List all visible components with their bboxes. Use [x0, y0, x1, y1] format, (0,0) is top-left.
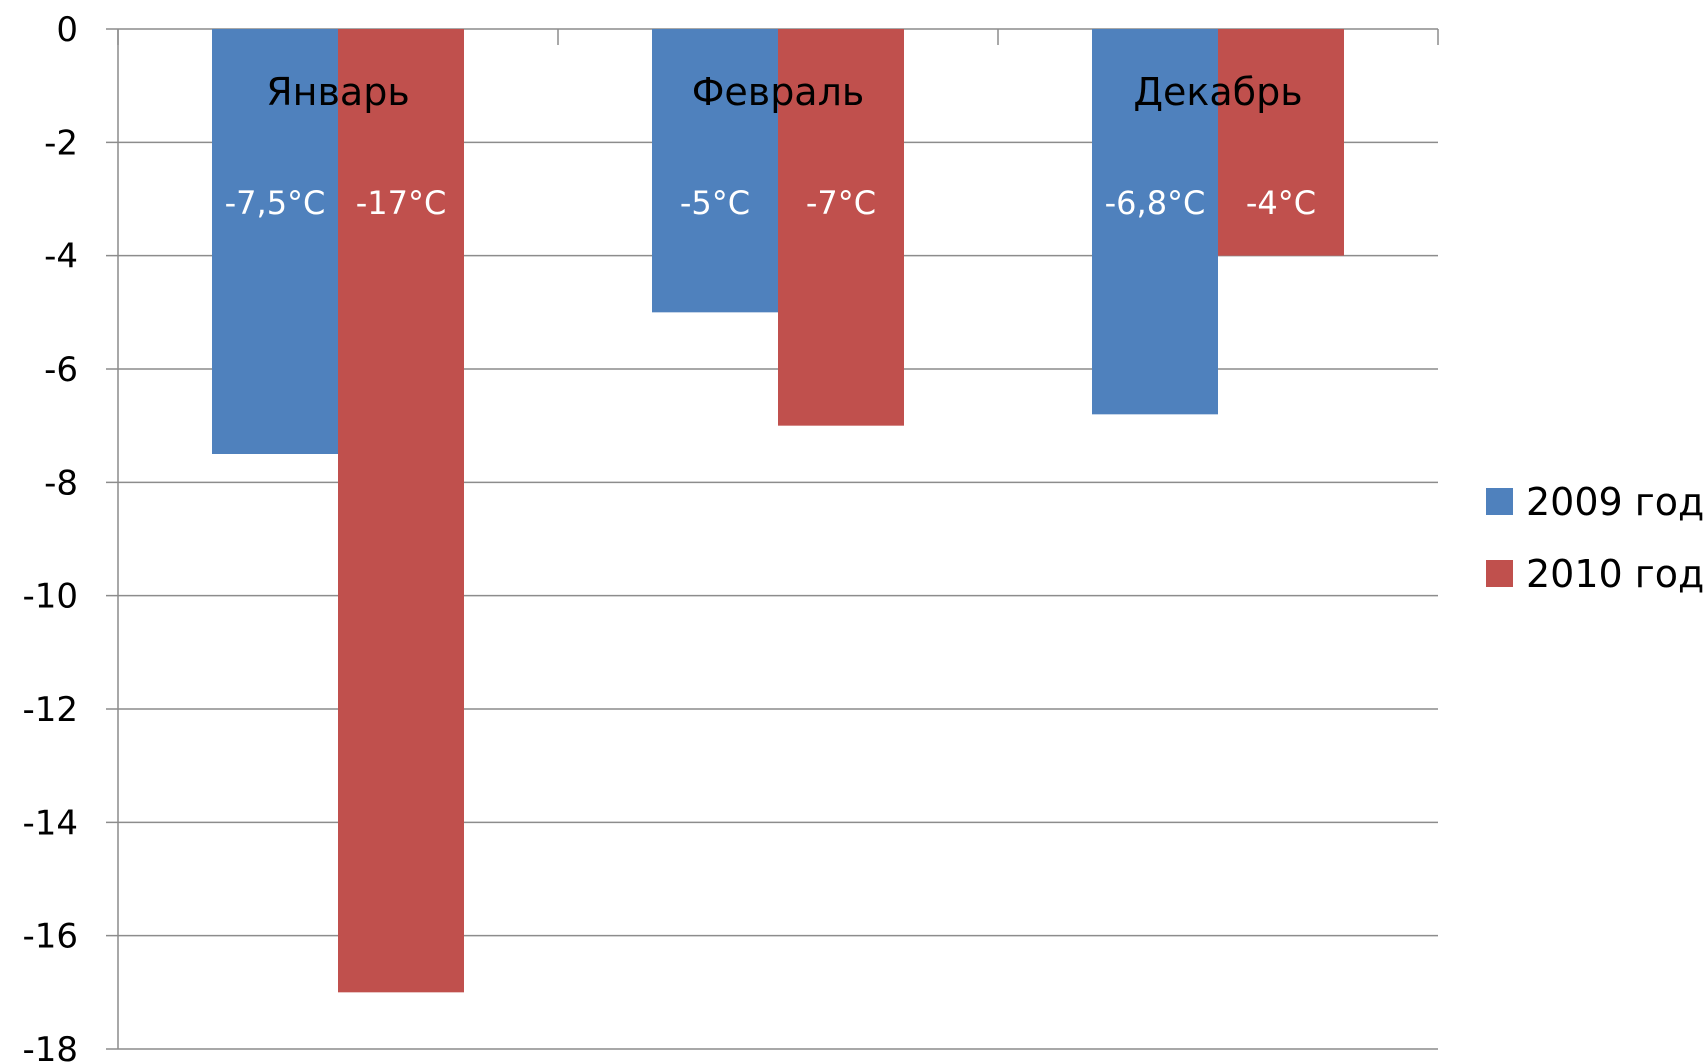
y-tick-label: -16 — [22, 917, 78, 957]
y-tick-label: -2 — [44, 123, 78, 163]
y-tick-label: -14 — [22, 803, 78, 843]
data-label: -17°C — [356, 184, 447, 222]
data-label: -7°C — [806, 184, 876, 222]
data-label: -6,8°C — [1105, 184, 1206, 222]
labels: 0 -2 -4 -6 -8 -10 -12 -14 -16 -18 -7,5°C -17°C Январ… — [22, 10, 1316, 1063]
bar — [1092, 29, 1218, 415]
bars — [212, 29, 1344, 993]
bar — [338, 29, 464, 993]
y-tick-label: -18 — [22, 1030, 78, 1063]
y-tick-label: -10 — [22, 577, 78, 617]
data-label: -4°C — [1246, 184, 1316, 222]
data-label: -7,5°C — [225, 184, 326, 222]
y-tick-label: 0 — [56, 10, 78, 50]
bar — [1218, 29, 1344, 256]
bar — [212, 29, 338, 454]
axes — [117, 29, 1439, 1049]
legend-swatch — [1486, 488, 1513, 515]
bar — [778, 29, 904, 426]
legend-entry: 2009 год — [1526, 480, 1704, 524]
category-label: Февраль — [692, 70, 865, 114]
y-tick-label: -6 — [44, 350, 78, 390]
y-tick-label: -4 — [44, 237, 78, 277]
data-label: -5°C — [680, 184, 750, 222]
category-label: Январь — [266, 70, 409, 114]
y-tick-label: -8 — [44, 463, 78, 503]
legend: 2009 год 2010 год — [1486, 480, 1704, 596]
y-tick-label: -12 — [22, 690, 78, 730]
legend-swatch — [1486, 560, 1513, 587]
bar — [652, 29, 778, 313]
legend-entry: 2010 год — [1526, 552, 1704, 596]
category-label: Декабрь — [1133, 70, 1302, 114]
